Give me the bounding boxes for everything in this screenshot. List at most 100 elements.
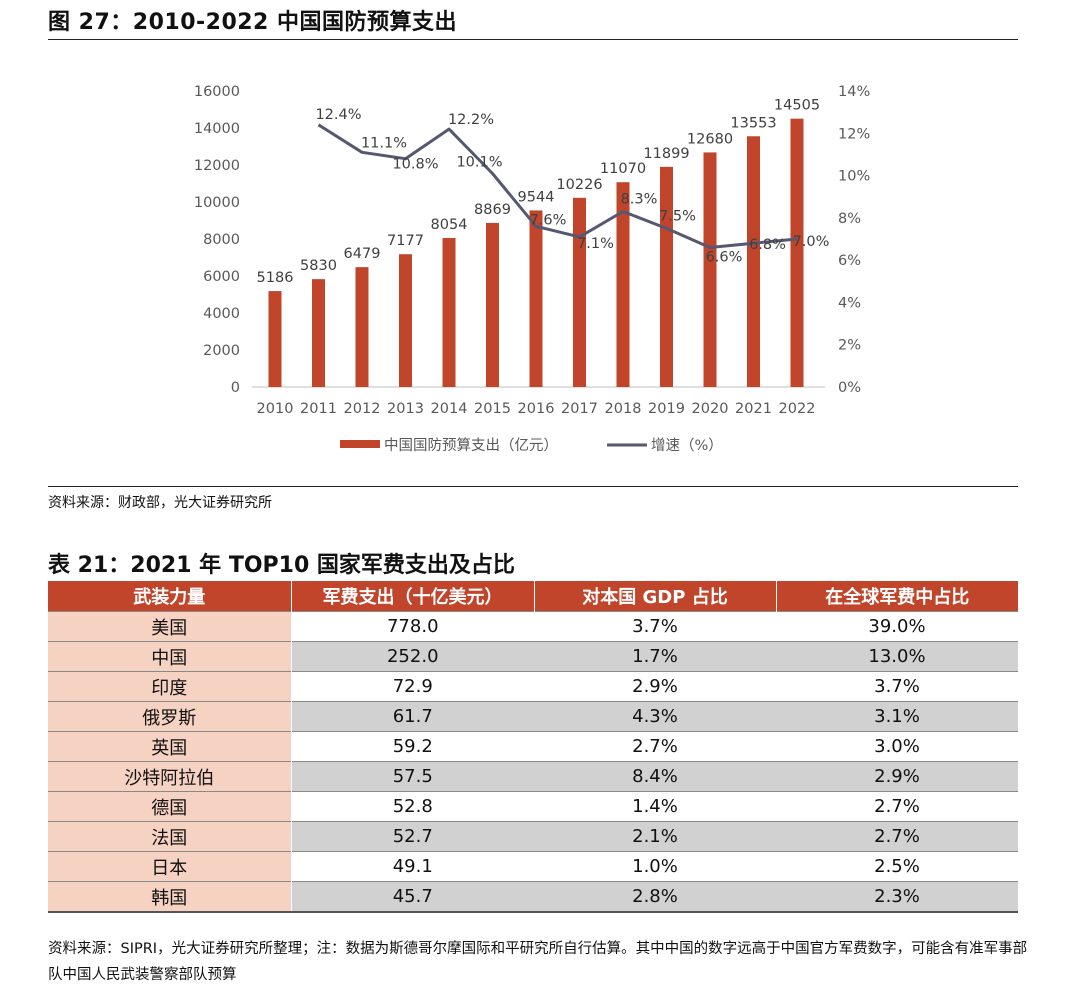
bar-2017 [573,197,586,387]
header-spending: 军费支出（十亿美元） [291,581,535,612]
cell-spending: 59.2 [291,731,534,762]
table-row: 韩国 45.7 2.8% 2.3% [48,881,1018,913]
left-axis-tick-label: 10000 [194,195,240,211]
left-axis-tick-label: 8000 [203,232,240,248]
cell-spending: 52.8 [291,791,534,822]
bar-value-label: 11070 [600,161,646,177]
cell-country: 中国 [48,641,292,672]
cell-country: 法国 [48,821,292,852]
table-row: 美国 778.0 3.7% 39.0% [48,611,1018,642]
header-global-share: 在全球军费中占比 [776,581,1018,612]
bar-2013 [399,254,412,387]
bar-2019 [660,166,673,387]
cell-gdp-share: 1.0% [534,851,776,882]
cell-gdp-share: 2.1% [534,821,776,852]
left-axis-tick-label: 12000 [194,158,240,174]
right-axis-tick-label: 4% [838,295,861,311]
bar-2014 [442,238,456,387]
growth-value-label: 7.1% [577,236,614,252]
left-axis-tick-label: 6000 [203,269,240,285]
defense-budget-chart: 0 2000 4000 6000 8000 10000 12000 14000 16000 0%… [194,84,870,454]
growth-value-label: 7.0% [793,234,830,250]
bar-2016 [529,210,543,387]
table-row: 德国 52.8 1.4% 2.7% [48,791,1018,822]
right-axis-tick-label: 14% [838,84,870,100]
table-row: 沙特阿拉伯 57.5 8.4% 2.9% [48,761,1018,792]
bar-value-label: 13553 [730,115,776,131]
figure-source: 资料来源：财政部，光大证券研究所 [48,495,272,511]
cell-country: 印度 [48,671,292,702]
cell-gdp-share: 2.8% [534,881,776,913]
header-gdp-share: 对本国 GDP 占比 [534,581,777,612]
cell-global-share: 2.5% [776,851,1018,882]
cell-country: 德国 [48,791,292,822]
cell-spending: 778.0 [291,611,534,642]
x-axis-tick-label: 2017 [561,401,598,417]
cell-global-share: 3.7% [776,671,1018,702]
x-axis-tick-label: 2021 [735,401,772,417]
bar-2022 [790,118,804,387]
growth-value-label: 12.4% [315,107,361,123]
x-axis-tick-label: 2013 [387,401,424,417]
figure-title: 图 27：2010-2022 中国国防预算支出 [48,10,458,35]
bar-2015 [486,222,499,387]
table-row: 中国 252.0 1.7% 13.0% [48,641,1018,672]
bar-value-label: 12680 [687,131,733,147]
cell-global-share: 2.7% [776,821,1018,852]
bar-2020 [703,152,717,387]
x-axis-tick-label: 2016 [518,401,555,417]
cell-gdp-share: 4.3% [534,701,776,732]
cell-gdp-share: 8.4% [534,761,776,792]
left-axis-tick-label: 14000 [194,121,240,137]
x-axis-tick-label: 2014 [431,401,468,417]
right-axis-tick-label: 6% [838,253,861,269]
cell-spending: 57.5 [291,761,534,792]
right-axis-tick-label: 0% [838,380,861,396]
figure-top-rule [48,39,1018,40]
bar-value-label: 5186 [257,270,294,286]
growth-rate-line [317,123,798,249]
left-axis-tick-label: 0 [231,380,240,396]
table-title: 表 21：2021 年 TOP10 国家军费支出及占比 [48,553,515,578]
cell-global-share: 2.7% [776,791,1018,822]
bar-value-label: 8869 [474,202,511,218]
x-axis-tick-label: 2018 [605,401,642,417]
bar-2021 [747,136,760,387]
x-axis-tick-label: 2019 [648,401,685,417]
legend-bar-label: 中国国防预算支出（亿元） [384,437,558,454]
growth-value-label: 12.2% [448,112,494,128]
right-axis-tick-label: 12% [838,126,870,142]
table-header-row: 武装力量 军费支出（十亿美元） 对本国 GDP 占比 在全球军费中占比 [48,581,1018,612]
x-axis-tick-label: 2020 [692,401,729,417]
bar-2010 [268,291,282,387]
cell-global-share: 39.0% [776,611,1018,642]
bar-2012 [355,267,369,387]
bar-2011 [312,279,325,387]
growth-value-label: 8.3% [621,192,658,208]
growth-value-label: 6.6% [706,249,743,265]
table-row: 法国 52.7 2.1% 2.7% [48,821,1018,852]
cell-global-share: 2.9% [776,761,1018,792]
bar-2018 [616,182,630,387]
x-axis-tick-label: 2022 [779,401,816,417]
bar-value-label: 5830 [300,258,337,274]
bar-value-label: 14505 [774,98,820,114]
table-row: 印度 72.9 2.9% 3.7% [48,671,1018,702]
growth-value-label: 10.1% [456,154,502,170]
bar-value-label: 7177 [387,233,424,249]
bar-value-label: 8054 [431,217,468,233]
bar-value-label: 6479 [344,246,381,262]
cell-global-share: 13.0% [776,641,1018,672]
cell-country: 美国 [48,611,292,642]
cell-country: 沙特阿拉伯 [48,761,292,792]
cell-country: 日本 [48,851,292,882]
legend-bar-swatch [340,440,380,448]
table-row: 俄罗斯 61.7 4.3% 3.1% [48,701,1018,732]
cell-spending: 252.0 [291,641,534,672]
left-axis-tick-label: 2000 [203,343,240,359]
growth-value-label: 7.6% [530,212,567,228]
cell-gdp-share: 3.7% [534,611,776,642]
cell-gdp-share: 2.7% [534,731,776,762]
growth-value-label: 6.8% [749,237,786,253]
cell-spending: 72.9 [291,671,534,702]
